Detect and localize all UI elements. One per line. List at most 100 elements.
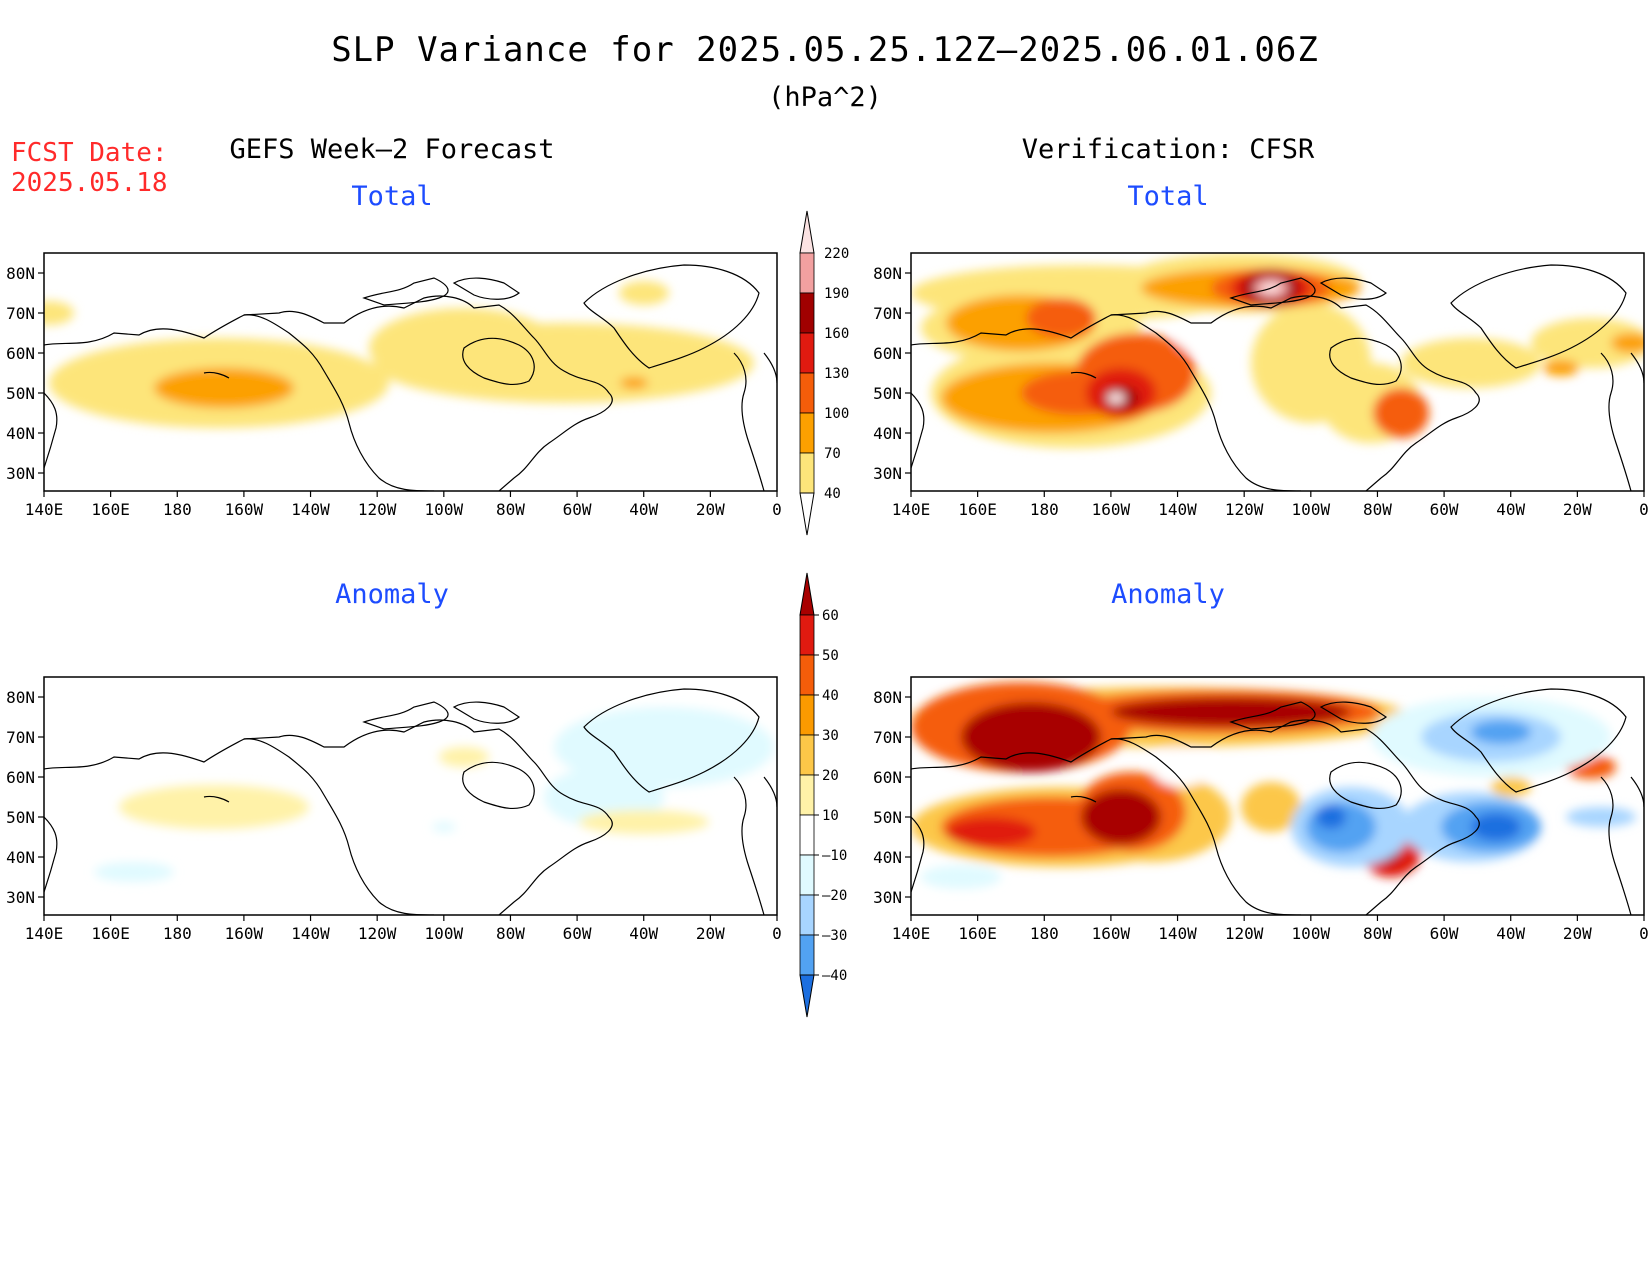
colorbar-tick-label: –40 [822, 968, 847, 984]
lon-tick-label: 80W [496, 924, 525, 943]
lon-tick-label: 140W [291, 924, 330, 943]
lon-tick-label: 40W [629, 924, 658, 943]
lon-tick-label: 100W [425, 500, 464, 519]
colorbar-segment [799, 332, 815, 374]
colorbar-bottom-arrow [799, 974, 815, 1018]
lon-tick-label: 140E [25, 500, 64, 519]
lat-tick-label: 30N [6, 888, 35, 907]
lon-tick-label: 180 [1030, 500, 1059, 519]
column-title-verification: Verification: CFSR [1021, 134, 1315, 165]
lon-tick-label: 80W [1363, 500, 1392, 519]
lon-tick-label: 140E [892, 500, 931, 519]
chart-title: SLP Variance for 2025.05.25.12Z–2025.06.… [331, 30, 1319, 70]
lon-tick-label: 160E [958, 924, 997, 943]
lat-tick-label: 60N [6, 344, 35, 363]
colorbar-tick-label: –20 [822, 888, 847, 904]
units-label: (hPa^2) [768, 82, 882, 113]
lon-tick-label: 140W [1158, 924, 1197, 943]
lat-tick-label: 40N [873, 424, 902, 443]
lon-tick-label: 120W [358, 924, 397, 943]
forecast-date-label: FCST Date: [11, 138, 168, 168]
colorbar-bottom-arrow [799, 492, 815, 536]
lon-tick-label: 180 [163, 500, 192, 519]
colorbar-segment [799, 694, 815, 736]
forecast-date-block: FCST Date: 2025.05.18 [11, 138, 168, 198]
lon-tick-label: 20W [696, 500, 725, 519]
axes-layer: 80N 70N 60N 50N 40N 30N 140E 160E 180 160W 140W 120… [6, 264, 1649, 943]
lon-tick-label: 160W [1092, 500, 1131, 519]
colorbar-segment [799, 292, 815, 334]
lat-tick-label: 40N [6, 848, 35, 867]
column-title-forecast: GEFS Week–2 Forecast [229, 134, 555, 165]
lon-tick-label: 0 [1639, 500, 1649, 519]
colorbar-segment [799, 814, 815, 856]
map-panel-forecast-total [43, 252, 778, 492]
lon-tick-label: 140W [1158, 500, 1197, 519]
colorbar-tick-label: 100 [824, 406, 849, 422]
lat-tick-label: 50N [873, 808, 902, 827]
lon-tick-label: 20W [1563, 500, 1592, 519]
colorbar-tick-label: 50 [822, 648, 839, 664]
lon-tick-label: 60W [1430, 500, 1459, 519]
colorbar-segment [799, 654, 815, 696]
lon-tick-label: 140E [892, 924, 931, 943]
colorbar-segment [799, 452, 815, 494]
lat-tick-label: 80N [873, 688, 902, 707]
lon-tick-label: 40W [1496, 500, 1525, 519]
colorbar-tick-label: 20 [822, 768, 839, 784]
map-panel-forecast-anomaly [43, 676, 778, 916]
lat-tick-label: 40N [6, 424, 35, 443]
lat-tick-label: 30N [873, 888, 902, 907]
colorbar-total: 220 190 160 130 100 70 40 [799, 210, 849, 536]
lat-tick-label: 50N [6, 384, 35, 403]
panel-title-forecast-total: Total [351, 181, 433, 212]
lon-tick-label: 160E [91, 500, 130, 519]
lat-tick-label: 40N [873, 848, 902, 867]
lon-tick-label: 160W [225, 924, 264, 943]
panel-title-verification-anomaly: Anomaly [1111, 579, 1225, 610]
lon-tick-label: 120W [358, 500, 397, 519]
lon-tick-label: 100W [1292, 500, 1331, 519]
colorbar-tick-label: 70 [824, 446, 841, 462]
lon-tick-label: 180 [1030, 924, 1059, 943]
colorbar-tick-label: –30 [822, 928, 847, 944]
colorbar-segment [799, 934, 815, 976]
forecast-date-value: 2025.05.18 [11, 168, 168, 198]
colorbar-tick-label: 40 [822, 688, 839, 704]
lon-tick-label: 0 [772, 500, 782, 519]
lon-tick-label: 100W [1292, 924, 1331, 943]
lon-tick-label: 100W [425, 924, 464, 943]
colorbar-tick-label: 220 [824, 246, 849, 262]
lon-tick-label: 40W [1496, 924, 1525, 943]
colorbar-top-arrow [799, 572, 815, 616]
lon-tick-label: 60W [1430, 924, 1459, 943]
lat-tick-label: 70N [873, 728, 902, 747]
lon-tick-label: 20W [1563, 924, 1592, 943]
colorbar-tick-label: –10 [822, 848, 847, 864]
colorbar-anomaly: 60 50 40 30 20 10 –10 –20 –30 –40 [799, 572, 847, 1018]
colorbar-segment [799, 734, 815, 776]
lon-tick-label: 80W [496, 500, 525, 519]
lon-tick-label: 120W [1225, 924, 1264, 943]
colorbar-segment [799, 412, 815, 454]
lon-tick-label: 180 [163, 924, 192, 943]
colorbar-tick-label: 40 [824, 486, 841, 502]
panel-title-forecast-anomaly: Anomaly [335, 579, 449, 610]
colorbar-tick-label: 60 [822, 608, 839, 624]
lon-tick-label: 0 [772, 924, 782, 943]
colorbar-tick-label: 130 [824, 366, 849, 382]
colorbar-segment [799, 854, 815, 896]
lon-tick-label: 80W [1363, 924, 1392, 943]
lat-tick-label: 70N [6, 304, 35, 323]
lat-tick-label: 30N [873, 464, 902, 483]
lon-tick-label: 160E [958, 500, 997, 519]
colorbar-segment [799, 252, 815, 294]
lat-tick-label: 60N [873, 344, 902, 363]
lon-tick-label: 140E [25, 924, 64, 943]
lat-tick-label: 50N [6, 808, 35, 827]
colorbar-segment [799, 372, 815, 414]
colorbar-tick-label: 190 [824, 286, 849, 302]
lon-tick-label: 20W [696, 924, 725, 943]
colorbar-top-arrow [799, 210, 815, 254]
